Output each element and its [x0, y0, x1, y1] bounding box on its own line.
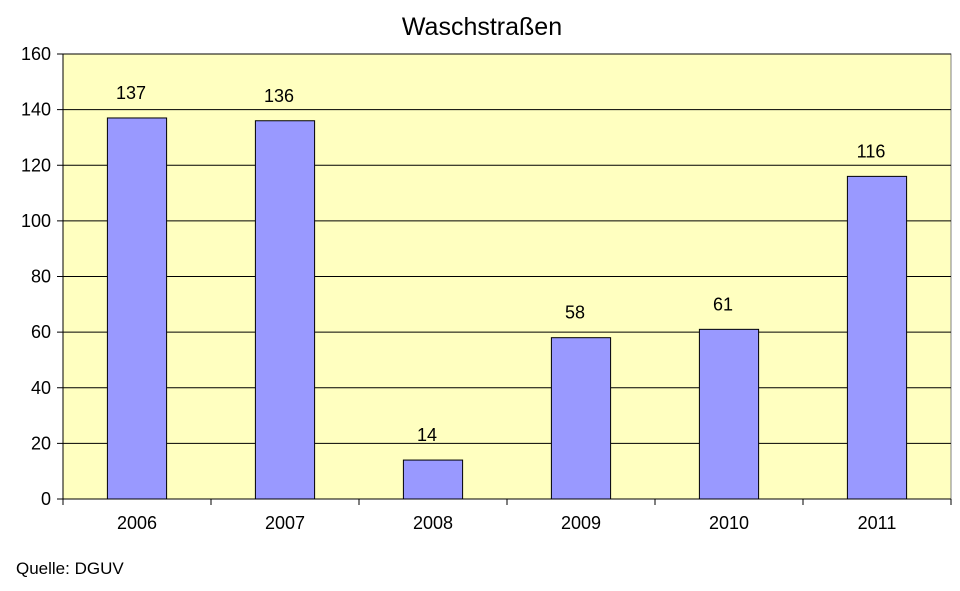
data-label-2010: 61 — [713, 294, 733, 314]
gridlines — [63, 53, 951, 444]
bars — [106, 117, 908, 500]
x-tick-label-2008: 2008 — [413, 513, 453, 533]
x-tick-label-2009: 2009 — [561, 513, 601, 533]
labels: 0 20 40 60 80 100 120 140 160 137 2006 136 2007 14 200… — [21, 44, 896, 533]
axes — [57, 53, 952, 505]
y-tick-label-100: 100 — [21, 211, 51, 231]
bar-2009 — [550, 337, 612, 500]
bar-2007 — [254, 120, 316, 500]
x-tick-label-2006: 2006 — [117, 513, 157, 533]
y-tick-label-20: 20 — [31, 433, 51, 453]
bar-2006 — [106, 117, 168, 500]
data-label-2007: 136 — [264, 86, 294, 106]
source-note: Quelle: DGUV — [16, 559, 124, 578]
data-label-2009: 58 — [565, 303, 585, 323]
chart-title: Waschstraßen — [402, 13, 562, 41]
bar-2010 — [698, 328, 760, 500]
y-tick-label-40: 40 — [31, 378, 51, 398]
x-tick-label-2011: 2011 — [858, 513, 897, 533]
y-tick-label-120: 120 — [21, 155, 51, 175]
bar-2008 — [402, 459, 464, 500]
data-label-2006: 137 — [116, 83, 146, 103]
data-label-2011: 116 — [857, 141, 886, 161]
data-label-2008: 14 — [417, 425, 437, 445]
bar-2011 — [846, 175, 908, 500]
x-tick-label-2010: 2010 — [709, 513, 749, 533]
y-tick-label-80: 80 — [31, 267, 51, 287]
y-tick-label-160: 160 — [21, 44, 51, 64]
y-tick-label-0: 0 — [41, 489, 51, 509]
x-tick-label-2007: 2007 — [265, 513, 305, 533]
y-tick-label-140: 140 — [21, 100, 51, 120]
y-tick-label-60: 60 — [31, 322, 51, 342]
